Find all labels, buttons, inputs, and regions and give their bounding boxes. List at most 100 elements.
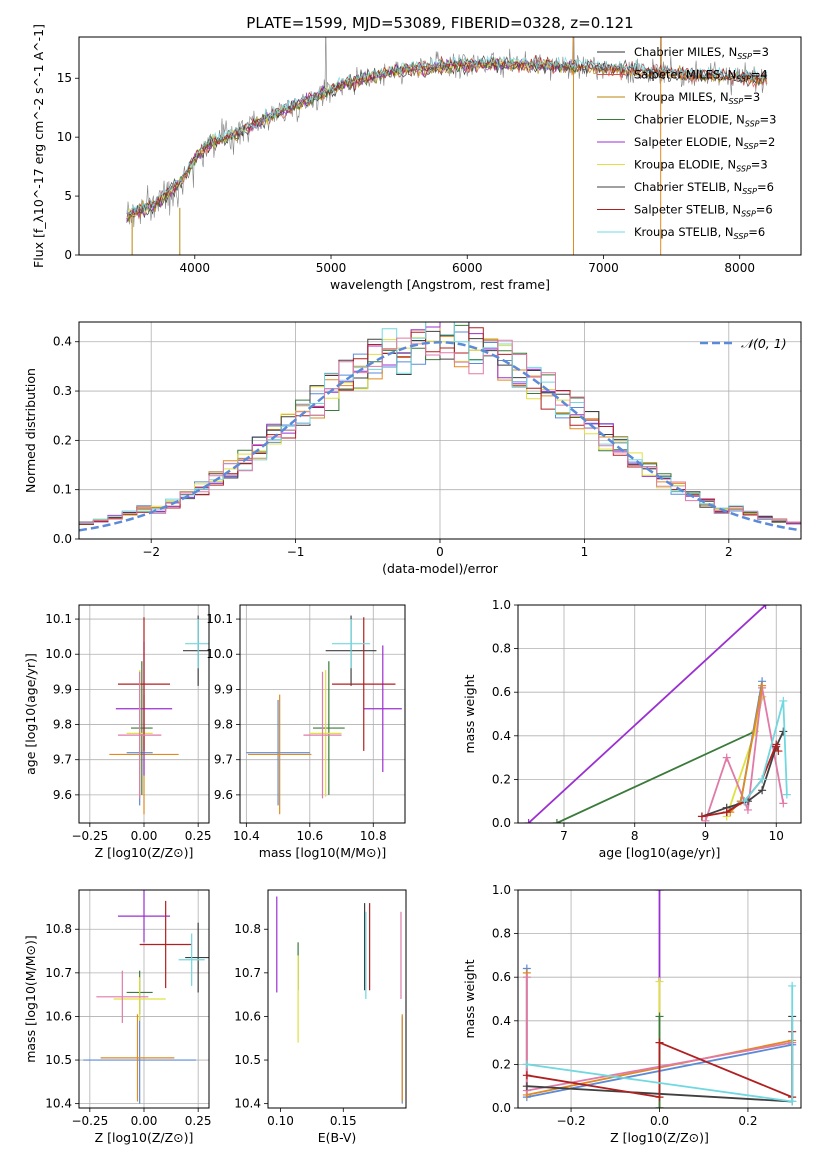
- y-tick-label: 1.0: [492, 883, 511, 897]
- weight-marker: [655, 1012, 664, 1021]
- weight-marker: [655, 977, 664, 986]
- x-tick-label: 10.4: [233, 829, 260, 843]
- y-tick-label: 0.1: [53, 483, 72, 497]
- y-axis-label: Normed distribution: [23, 368, 38, 493]
- spectrum-axes: 4000 5000 6000 7000 8000 0 5 10 15 wavelength [An…: [31, 24, 755, 292]
- weight-marker: [788, 981, 797, 990]
- x-tick-label: 0.25: [185, 1114, 212, 1128]
- x-tick-label: −0.25: [71, 829, 108, 843]
- x-axis-label: mass [log10(M/M⊙)]: [259, 845, 387, 860]
- histogram-steps: [79, 322, 801, 532]
- x-tick-label: 10: [769, 829, 784, 843]
- weight-marker: [788, 1097, 797, 1106]
- z-vs-age-errorbars: [109, 615, 209, 815]
- weight-marker: [552, 819, 561, 823]
- mass-vs-age-frame: [239, 604, 406, 824]
- y-tick-label: 0.4: [492, 729, 511, 743]
- spectrum-curves: [126, 37, 768, 255]
- z-vs-age-frame: [78, 604, 210, 824]
- weight-marker: [782, 790, 791, 799]
- weight-line: [527, 605, 767, 823]
- x-axis-label: E(B-V): [318, 1130, 357, 1145]
- x-axis-label: Z [log10(Z/Z⊙)]: [95, 845, 194, 860]
- y-axis-label: mass [log10(M/M⊙)]: [23, 935, 38, 1063]
- x-tick-label: 0.2: [738, 1114, 757, 1128]
- x-tick-label: 8000: [724, 261, 755, 275]
- x-tick-label: 0.00: [131, 829, 158, 843]
- weight-marker: [697, 812, 706, 821]
- x-tick-label: 0.00: [131, 1114, 158, 1128]
- weight-line: [743, 700, 788, 802]
- x-tick-label: 9: [702, 829, 710, 843]
- y-tick-label: 15: [57, 71, 72, 85]
- weight-marker: [774, 747, 783, 756]
- legend-label: Kroupa MILES, NSSP=3: [634, 90, 760, 106]
- weight-marker: [743, 805, 752, 814]
- legend-label: Chabrier ELODIE, NSSP=3: [634, 113, 776, 129]
- y-tick-label: 0.2: [53, 433, 72, 447]
- chart-title: PLATE=1599, MJD=53089, FIBERID=0328, z=0…: [246, 14, 633, 32]
- legend-label: Chabrier STELIB, NSSP=6: [634, 180, 774, 196]
- residuals-frame: [78, 321, 802, 540]
- model-spectrum-line: [126, 57, 577, 219]
- y-tick-label: 10.6: [234, 1009, 261, 1023]
- ebv-vs-mass-frame: [267, 889, 407, 1109]
- x-axis-label: age [log10(age/yr)]: [599, 845, 721, 860]
- x-tick-label: 0.0: [650, 1114, 669, 1128]
- weight-marker: [722, 753, 731, 762]
- weight-marker: [522, 1071, 531, 1080]
- mass-vs-age-axes: 10.4 10.6 10.8 9.6 9.7 9.8 9.9 10.0 10.1 mass [lo…: [206, 605, 405, 860]
- z-vs-mass-frame: [78, 889, 210, 1109]
- legend-label: Salpeter ELODIE, NSSP=2: [634, 135, 775, 151]
- y-tick-label: 10.5: [234, 1053, 261, 1067]
- model-spectrum-line: [126, 55, 768, 215]
- x-tick-label: 0.10: [267, 1114, 294, 1128]
- weight-marker: [524, 819, 533, 823]
- y-tick-label: 0.2: [492, 1057, 511, 1071]
- weight-marker: [758, 681, 767, 690]
- y-tick-label: 10.1: [206, 612, 233, 626]
- y-tick-label: 10.1: [45, 612, 72, 626]
- weight-marker: [655, 1093, 664, 1102]
- y-tick-label: 0.8: [492, 642, 511, 656]
- age-vs-massweight-frame: [517, 604, 802, 824]
- x-tick-label: 7000: [588, 261, 619, 275]
- y-tick-label: 10.5: [45, 1053, 72, 1067]
- y-tick-label: 10.6: [45, 1009, 72, 1023]
- y-tick-label: 0.3: [53, 384, 72, 398]
- y-tick-label: 0.4: [53, 335, 72, 349]
- y-tick-label: 9.6: [214, 788, 233, 802]
- weight-marker: [722, 808, 731, 817]
- y-axis-label: mass weight: [462, 959, 477, 1038]
- z-vs-massweight-lines: [522, 890, 797, 1108]
- legend-label: 𝒩(0, 1): [741, 336, 787, 351]
- mass-vs-age-errorbars: [246, 615, 402, 815]
- y-tick-label: 10.0: [45, 647, 72, 661]
- y-tick-label: 0.8: [492, 927, 511, 941]
- y-tick-label: 10.8: [234, 922, 261, 936]
- y-tick-label: 9.8: [53, 718, 72, 732]
- spectrum-frame: [78, 36, 802, 256]
- histogram-series: [79, 322, 801, 524]
- x-tick-label: 10.6: [296, 829, 323, 843]
- ebv-vs-mass-axes: 0.10 0.15 10.4 10.5 10.6 10.7 10.8 E(B-V): [234, 922, 356, 1145]
- weight-marker: [701, 816, 710, 823]
- weight-marker: [522, 1082, 531, 1091]
- normal-curve: [79, 340, 801, 532]
- x-tick-label: 2: [725, 545, 733, 559]
- y-tick-label: 9.6: [53, 788, 72, 802]
- weight-marker: [772, 740, 781, 749]
- spectrum-legend: Chabrier MILES, NSSP=3 Salpeter MILES, NS…: [597, 45, 776, 241]
- x-axis-label: wavelength [Angstrom, rest frame]: [330, 277, 550, 292]
- x-tick-label: −0.25: [71, 1114, 108, 1128]
- observed-spectrum-line: [126, 37, 767, 228]
- y-tick-label: 10.7: [234, 966, 261, 980]
- x-axis-label: (data-model)/error: [382, 561, 499, 576]
- histogram-series: [79, 322, 801, 524]
- y-tick-label: 10.4: [234, 1097, 261, 1111]
- x-axis-label: Z [log10(Z/Z⊙)]: [610, 1130, 709, 1145]
- weight-marker: [522, 973, 531, 982]
- x-tick-label: 0.15: [330, 1114, 357, 1128]
